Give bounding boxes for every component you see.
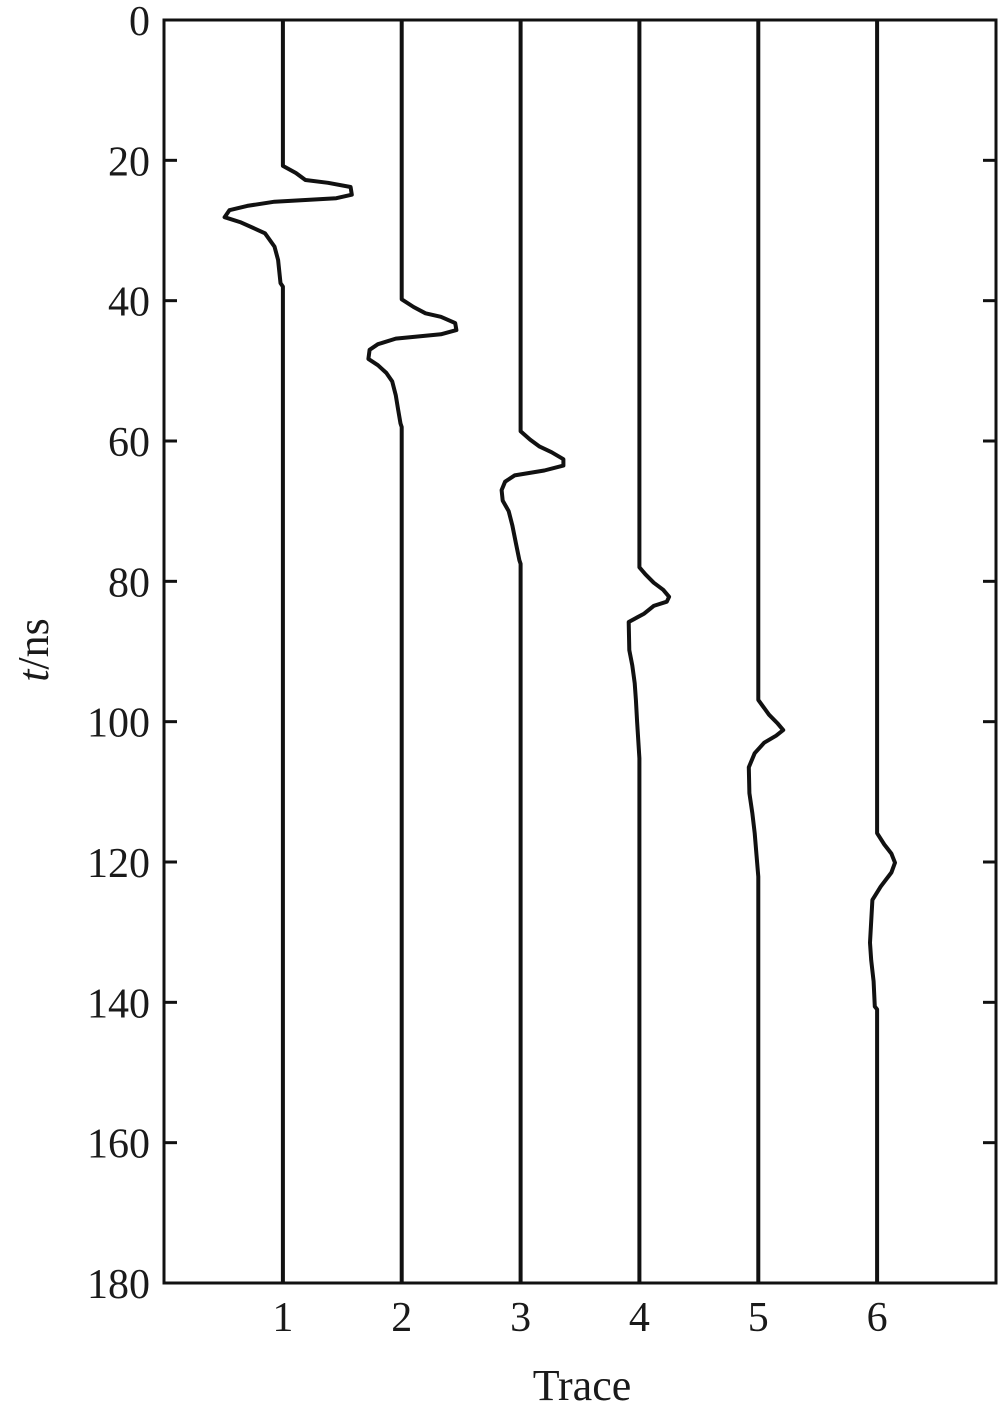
y-tick-label: 160 bbox=[87, 1122, 150, 1168]
x-tick-label: 1 bbox=[272, 1295, 293, 1341]
y-tick-label: 0 bbox=[129, 0, 150, 45]
y-tick-label: 100 bbox=[87, 701, 150, 747]
trace-1-line bbox=[222, 20, 354, 1283]
x-tick-label: 4 bbox=[629, 1295, 650, 1341]
trace-2-line bbox=[366, 20, 459, 1283]
trace-4-line bbox=[626, 20, 672, 1283]
x-tick-label: 3 bbox=[510, 1295, 531, 1341]
x-tick-label: 2 bbox=[391, 1295, 412, 1341]
y-tick-label: 40 bbox=[108, 280, 150, 326]
y-tick-label: 120 bbox=[87, 841, 150, 887]
y-tick-label: 20 bbox=[108, 139, 150, 185]
y-tick-label: 180 bbox=[87, 1262, 150, 1308]
x-axis-label: Trace bbox=[533, 1361, 632, 1410]
y-tick-label: 80 bbox=[108, 560, 150, 606]
x-tick-label: 5 bbox=[748, 1295, 769, 1341]
trace-3-line bbox=[499, 20, 566, 1283]
y-axis-label-italic: t bbox=[9, 668, 58, 682]
y-tick-label: 60 bbox=[108, 420, 150, 466]
trace-6-line bbox=[868, 20, 897, 1283]
y-axis-label-unit: /ns bbox=[9, 618, 58, 669]
x-tick-label: 6 bbox=[867, 1295, 888, 1341]
plot-frame bbox=[162, 18, 998, 1285]
y-tick-label: 140 bbox=[87, 981, 150, 1027]
trace-5-line bbox=[746, 20, 786, 1283]
y-axis-label: t/ns bbox=[9, 618, 58, 682]
